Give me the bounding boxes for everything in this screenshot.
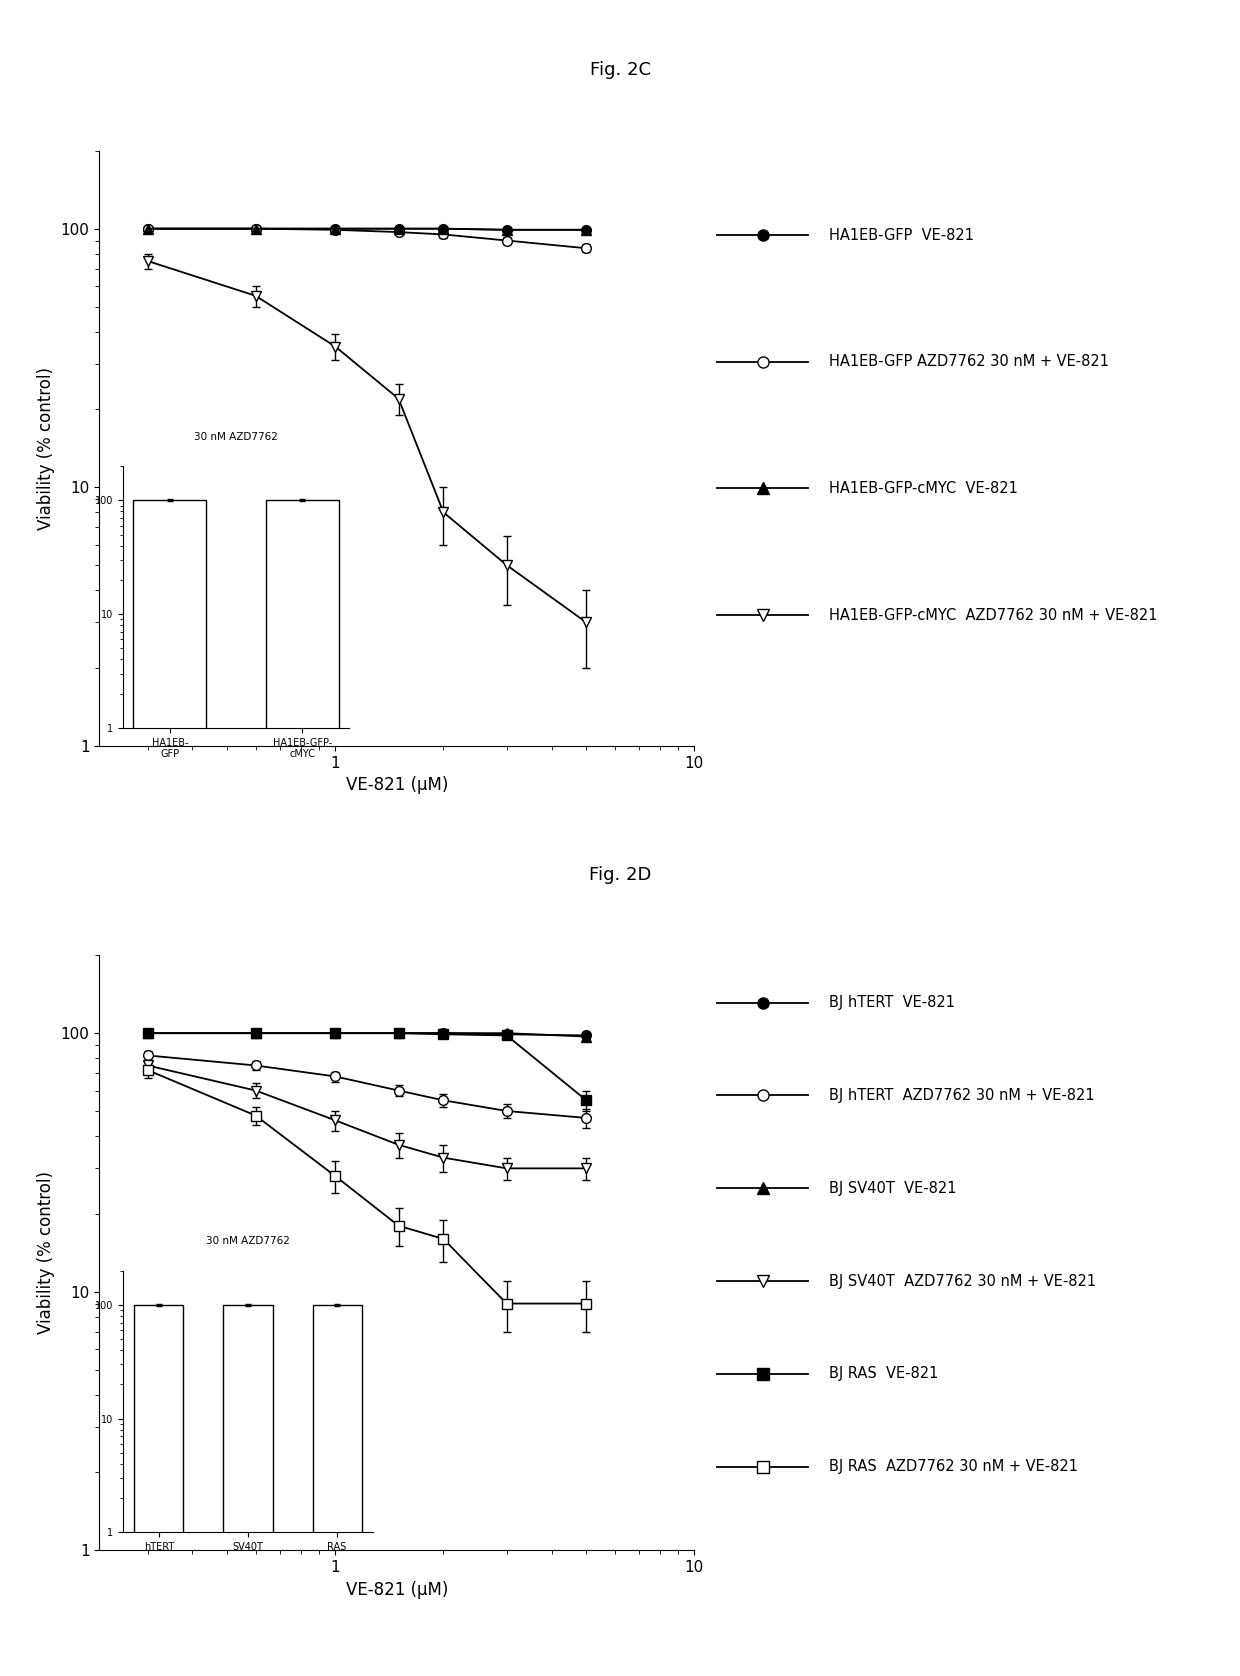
Text: BJ RAS  VE-821: BJ RAS VE-821 — [828, 1366, 939, 1381]
Text: HA1EB-GFP AZD7762 30 nM + VE-821: HA1EB-GFP AZD7762 30 nM + VE-821 — [828, 354, 1109, 369]
Text: BJ hTERT  AZD7762 30 nM + VE-821: BJ hTERT AZD7762 30 nM + VE-821 — [828, 1088, 1095, 1103]
Text: HA1EB-GFP-cMYC  VE-821: HA1EB-GFP-cMYC VE-821 — [828, 481, 1018, 496]
Text: BJ RAS  AZD7762 30 nM + VE-821: BJ RAS AZD7762 30 nM + VE-821 — [828, 1460, 1078, 1475]
Text: BJ hTERT  VE-821: BJ hTERT VE-821 — [828, 996, 955, 1011]
Text: HA1EB-GFP  VE-821: HA1EB-GFP VE-821 — [828, 228, 973, 243]
Text: BJ SV40T  VE-821: BJ SV40T VE-821 — [828, 1182, 956, 1195]
Text: BJ SV40T  AZD7762 30 nM + VE-821: BJ SV40T AZD7762 30 nM + VE-821 — [828, 1274, 1096, 1289]
Text: Fig. 2D: Fig. 2D — [589, 866, 651, 883]
X-axis label: VE-821 (μM): VE-821 (μM) — [346, 1580, 448, 1599]
Y-axis label: Viability (% control): Viability (% control) — [37, 367, 55, 530]
Y-axis label: Viability (% control): Viability (% control) — [37, 1172, 55, 1334]
Text: Fig. 2C: Fig. 2C — [589, 62, 651, 79]
Text: HA1EB-GFP-cMYC  AZD7762 30 nM + VE-821: HA1EB-GFP-cMYC AZD7762 30 nM + VE-821 — [828, 608, 1157, 622]
X-axis label: VE-821 (μM): VE-821 (μM) — [346, 776, 448, 794]
